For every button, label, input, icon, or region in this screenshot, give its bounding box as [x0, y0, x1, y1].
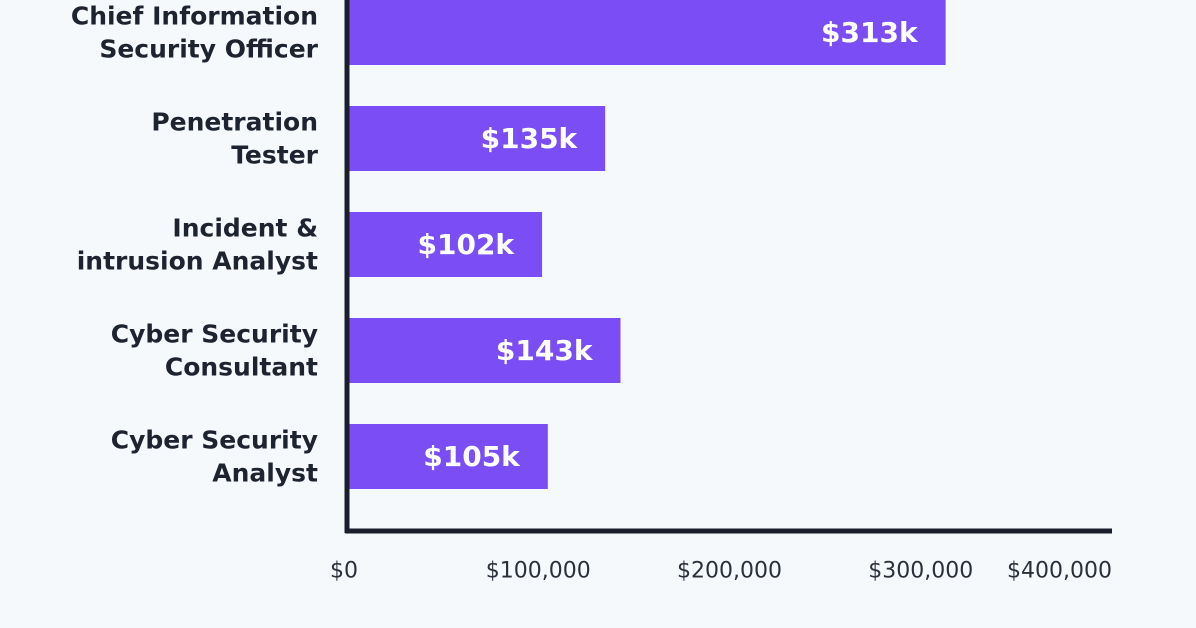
- bar-value-label-0: $313k: [821, 16, 919, 49]
- bar-value-label-3: $143k: [496, 334, 594, 367]
- category-label-3-line-0: Cyber Security: [111, 320, 318, 349]
- x-tick-label-4: $400,000: [1007, 559, 1112, 584]
- category-labels: Chief Information Security Officer Penetra…: [71, 2, 319, 488]
- bar-1: [347, 106, 606, 171]
- x-tick-label-0: $0: [330, 559, 358, 584]
- category-label-0-line-0: Chief Information: [71, 2, 318, 31]
- x-tick-label-3: $300,000: [868, 559, 973, 584]
- bar-4: [347, 424, 548, 489]
- bar-value-labels: $313k $135k $102k $143k $105k: [418, 16, 919, 473]
- category-label-0-line-1: Security Officer: [99, 35, 318, 64]
- bar-value-label-4: $105k: [423, 440, 521, 473]
- bar-2: [347, 212, 543, 277]
- category-label-4-line-1: Analyst: [212, 459, 318, 488]
- category-label-1-line-1: Tester: [231, 141, 318, 170]
- category-label-1-line-0: Penetration: [151, 108, 318, 137]
- axes: [344, 0, 1112, 534]
- category-label-4-line-0: Cyber Security: [111, 426, 318, 455]
- category-label-2-line-1: intrusion Analyst: [77, 247, 318, 276]
- bar-0: [347, 0, 946, 65]
- category-label-2-line-0: Incident &: [172, 214, 318, 243]
- bar-3: [347, 318, 621, 383]
- category-label-3-line-1: Consultant: [165, 353, 318, 382]
- bars-layer: [347, 0, 946, 489]
- bar-value-label-1: $135k: [481, 122, 579, 155]
- x-tick-labels: $0 $100,000 $200,000 $300,000 $400,000: [330, 559, 1112, 584]
- x-tick-label-1: $100,000: [486, 559, 591, 584]
- x-tick-label-2: $200,000: [677, 559, 782, 584]
- bar-value-label-2: $102k: [418, 228, 516, 261]
